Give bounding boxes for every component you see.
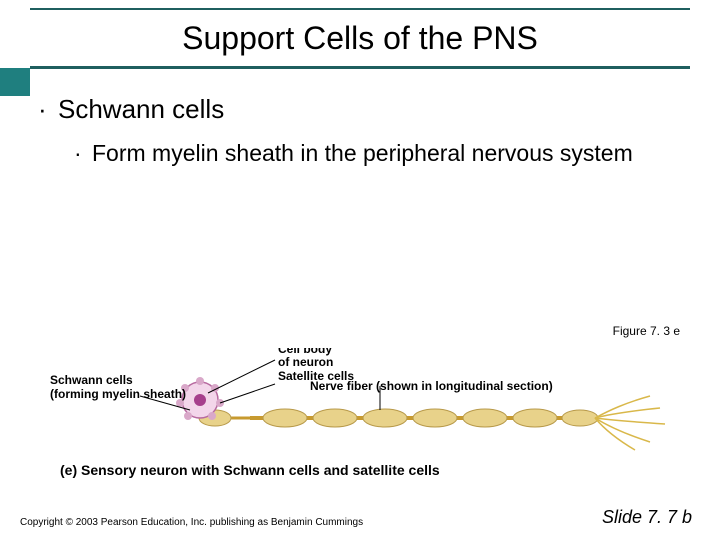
label-cellbody-sub: of neuron — [278, 355, 333, 369]
bullet-dot-icon: · — [38, 94, 58, 125]
slide-title: Support Cells of the PNS — [0, 20, 720, 57]
bullet-1-text: Schwann cells — [58, 94, 224, 124]
figure-caption: (e) Sensory neuron with Schwann cells an… — [60, 462, 440, 478]
schwann-segments — [263, 409, 598, 427]
neuron-diagram: Schwann cells (forming myelin sheath) Ce… — [50, 348, 670, 458]
slide-number: Slide 7. 7 b — [602, 507, 692, 528]
accent-block — [0, 68, 30, 96]
label-schwann-sub: (forming myelin sheath) — [50, 387, 186, 401]
axon-terminals — [595, 396, 665, 450]
bullet-level-1: ·Schwann cells — [38, 94, 680, 125]
content-area: ·Schwann cells ·Form myelin sheath in th… — [38, 94, 680, 168]
diagram-labels: Schwann cells (forming myelin sheath) Ce… — [50, 348, 553, 401]
label-nerve: Nerve fiber (shown in longitudinal secti… — [310, 379, 553, 393]
figure-reference: Figure 7. 3 e — [613, 324, 680, 338]
bullet-2-text: Form myelin sheath in the peripheral ner… — [92, 140, 633, 166]
bullet-dot-icon: · — [74, 139, 92, 168]
copyright-text: Copyright © 2003 Pearson Education, Inc.… — [20, 517, 363, 528]
top-rule — [30, 8, 690, 10]
label-schwann: Schwann cells — [50, 373, 133, 387]
title-underline — [30, 66, 690, 69]
bullet-level-2: ·Form myelin sheath in the peripheral ne… — [74, 139, 680, 168]
